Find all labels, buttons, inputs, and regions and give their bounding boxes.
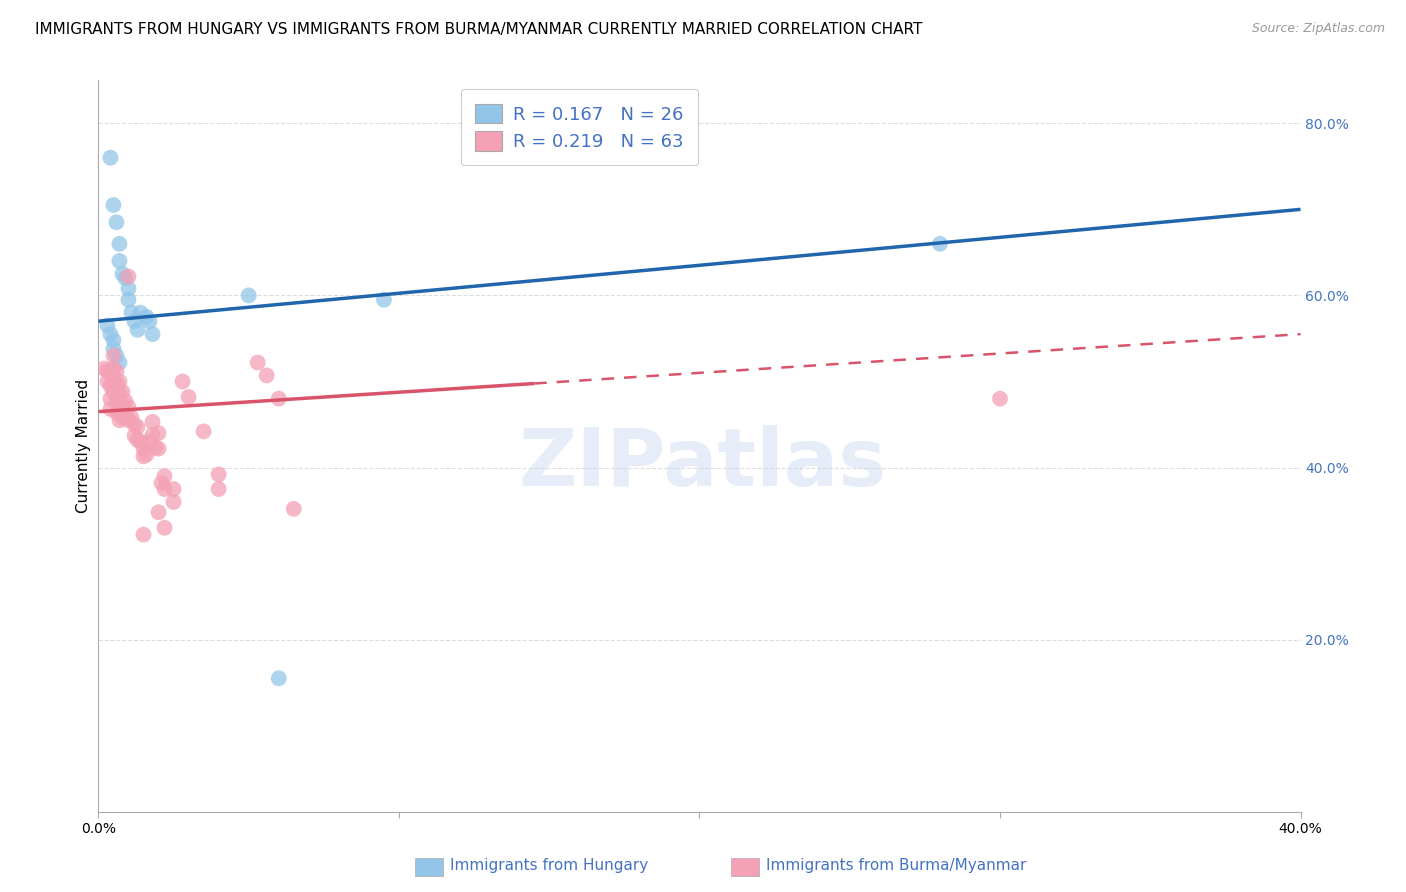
Point (148, 442, 170, 456)
Point (988, 392, 1011, 406)
Point (121, 305, 143, 319)
Point (100, 364, 122, 378)
Point (138, 434, 160, 449)
Point (132, 442, 155, 456)
Point (193, 425, 215, 439)
Point (121, 410, 143, 425)
Point (145, 441, 167, 455)
Point (153, 469, 176, 483)
Point (129, 305, 152, 319)
Point (124, 417, 146, 432)
Point (153, 521, 176, 535)
Point (153, 482, 176, 496)
Point (124, 428, 146, 442)
Point (117, 281, 139, 295)
Point (177, 390, 200, 404)
Point (108, 401, 131, 415)
Text: ZIPatlas: ZIPatlas (519, 425, 887, 503)
Point (105, 376, 128, 391)
Point (117, 269, 139, 284)
Point (108, 413, 131, 427)
Point (127, 420, 149, 434)
Point (105, 349, 128, 363)
Point (172, 375, 194, 389)
Point (103, 198, 125, 212)
Point (96, 375, 118, 389)
Point (100, 327, 122, 342)
Point (127, 433, 149, 447)
Text: IMMIGRANTS FROM HUNGARY VS IMMIGRANTS FROM BURMA/MYANMAR CURRENTLY MARRIED CORRE: IMMIGRANTS FROM HUNGARY VS IMMIGRANTS FR… (35, 22, 922, 37)
Point (148, 505, 170, 519)
Point (141, 327, 163, 342)
Point (124, 314, 146, 328)
Point (929, 236, 952, 251)
Point (108, 254, 131, 268)
Point (96, 318, 118, 333)
Point (283, 501, 305, 516)
Point (111, 384, 134, 399)
Point (162, 482, 184, 496)
Point (117, 413, 139, 427)
Point (127, 323, 149, 337)
Point (103, 361, 125, 376)
Point (103, 342, 125, 356)
Point (117, 293, 139, 307)
Point (135, 448, 157, 462)
Point (105, 215, 128, 229)
Point (208, 482, 231, 496)
Text: Source: ZipAtlas.com: Source: ZipAtlas.com (1251, 22, 1385, 36)
Point (114, 394, 136, 409)
Point (93, 361, 115, 376)
Point (111, 399, 134, 413)
Point (256, 368, 278, 383)
Point (103, 384, 125, 399)
Point (148, 426, 170, 441)
Point (238, 288, 260, 302)
Point (100, 402, 122, 417)
Point (135, 310, 157, 324)
Point (373, 293, 395, 307)
Point (103, 333, 125, 347)
Point (141, 427, 163, 442)
Point (100, 378, 122, 392)
Point (103, 375, 125, 389)
Point (132, 527, 155, 541)
Point (150, 475, 173, 490)
Point (111, 410, 134, 425)
Point (103, 349, 125, 363)
Point (100, 151, 122, 165)
Point (117, 401, 139, 415)
Point (114, 271, 136, 285)
Point (129, 434, 152, 449)
Point (108, 375, 131, 389)
Point (105, 392, 128, 406)
Point (105, 364, 128, 378)
Y-axis label: Currently Married: Currently Married (76, 379, 91, 513)
Text: Immigrants from Burma/Myanmar: Immigrants from Burma/Myanmar (766, 858, 1026, 872)
Point (267, 392, 290, 406)
Legend: R = 0.167   N = 26, R = 0.219   N = 63: R = 0.167 N = 26, R = 0.219 N = 63 (461, 89, 697, 165)
Point (267, 671, 290, 685)
Point (105, 405, 128, 419)
Point (100, 392, 122, 406)
Point (132, 450, 155, 464)
Point (114, 407, 136, 421)
Point (96, 364, 118, 378)
Point (111, 267, 134, 281)
Point (162, 495, 184, 509)
Text: Immigrants from Hungary: Immigrants from Hungary (450, 858, 648, 872)
Point (208, 467, 231, 482)
Point (108, 355, 131, 369)
Point (141, 415, 163, 429)
Point (108, 385, 131, 400)
Point (246, 355, 269, 369)
Point (138, 314, 160, 328)
Point (108, 236, 131, 251)
